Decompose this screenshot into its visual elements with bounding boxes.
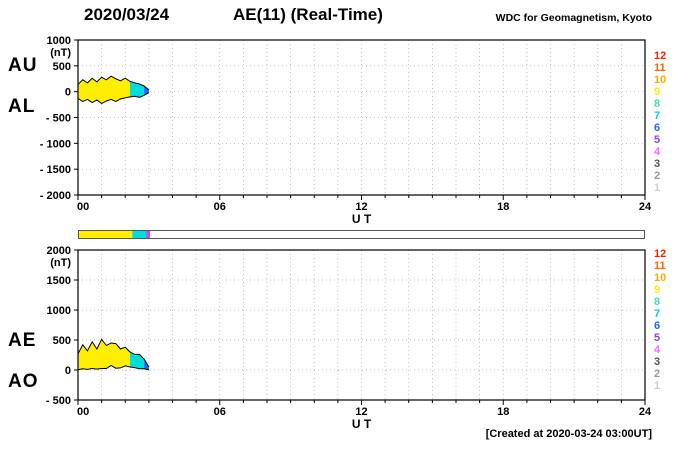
svg-text:1000: 1000: [47, 35, 71, 47]
header-source: WDC for Geomagnetism, Kyoto: [495, 12, 652, 24]
svg-text:06: 06: [214, 406, 226, 418]
svg-text:1000: 1000: [47, 305, 71, 317]
svg-text:0: 0: [65, 365, 71, 377]
legend-entry-10: 10: [654, 74, 667, 86]
legend-entry-6: 6: [654, 122, 661, 134]
svg-text:- 500: - 500: [46, 395, 71, 407]
legend-entry-5: 5: [654, 134, 661, 146]
legend-entry-6: 6: [654, 320, 661, 332]
legend-entry-9: 9: [654, 86, 661, 98]
legend-entry-2: 2: [654, 170, 661, 182]
legend-entry-7: 7: [654, 110, 661, 122]
svg-text:U T: U T: [352, 417, 372, 431]
station-count-legend-top: 12 11 10 9 8 7 6 5 4 3 2 1: [654, 50, 682, 194]
svg-text:(nT): (nT): [50, 257, 71, 269]
svg-text:- 1500: - 1500: [40, 164, 71, 176]
legend-entry-5: 5: [654, 332, 661, 344]
svg-text:(nT): (nT): [50, 47, 71, 59]
svg-text:0: 0: [65, 87, 71, 99]
svg-text:18: 18: [497, 201, 509, 213]
created-timestamp: [Created at 2020-03-24 03:00UT]: [485, 428, 652, 440]
legend-entry-8: 8: [654, 296, 661, 308]
label-al: AL: [8, 96, 36, 117]
availability-bar: [78, 230, 645, 239]
legend-entry-12: 12: [654, 50, 667, 62]
legend-entry-8: 8: [654, 98, 661, 110]
svg-text:1500: 1500: [47, 275, 71, 287]
station-count-legend-bottom: 12 11 10 9 8 7 6 5 4 3 2 1: [654, 248, 682, 392]
legend-entry-10: 10: [654, 272, 667, 284]
svg-text:24: 24: [639, 406, 652, 418]
svg-text:00: 00: [77, 406, 89, 418]
svg-text:500: 500: [53, 335, 71, 347]
label-ae: AE: [8, 330, 37, 351]
legend-entry-11: 11: [654, 260, 666, 272]
label-au: AU: [8, 55, 38, 76]
header-date: 2020/03/24: [84, 5, 170, 24]
svg-text:12: 12: [355, 406, 367, 418]
legend-entry-4: 4: [654, 146, 661, 158]
ae-ao-plot: 2000(nT) 1500 1000 500 0 - 500 00 06 12 18 24 U T: [46, 245, 652, 431]
legend-entry-2: 2: [654, 368, 661, 380]
legend-entry-1: 1: [654, 182, 661, 194]
legend-entry-1: 1: [654, 380, 661, 392]
svg-text:06: 06: [214, 201, 226, 213]
au-al-plot: 1000(nT) 500 0 - 500 - 1000 - 1500 - 2000 00 06 1…: [40, 35, 652, 226]
legend-entry-7: 7: [654, 308, 661, 320]
svg-text:2000: 2000: [47, 245, 71, 257]
svg-text:- 2000: - 2000: [40, 190, 71, 202]
legend-entry-4: 4: [654, 344, 661, 356]
page-title: AE(11) (Real-Time): [233, 5, 383, 24]
svg-text:U T: U T: [352, 212, 372, 226]
legend-entry-9: 9: [654, 284, 661, 296]
legend-entry-3: 3: [654, 356, 661, 368]
svg-text:- 1000: - 1000: [40, 138, 71, 150]
legend-entry-12: 12: [654, 248, 667, 260]
legend-entry-3: 3: [654, 158, 661, 170]
label-ao: AO: [8, 371, 39, 392]
legend-entry-11: 11: [654, 62, 666, 74]
svg-text:12: 12: [355, 201, 367, 213]
svg-text:500: 500: [53, 61, 71, 73]
svg-text:24: 24: [639, 201, 652, 213]
svg-text:00: 00: [77, 201, 89, 213]
svg-text:18: 18: [497, 406, 509, 418]
svg-text:- 500: - 500: [46, 113, 71, 125]
